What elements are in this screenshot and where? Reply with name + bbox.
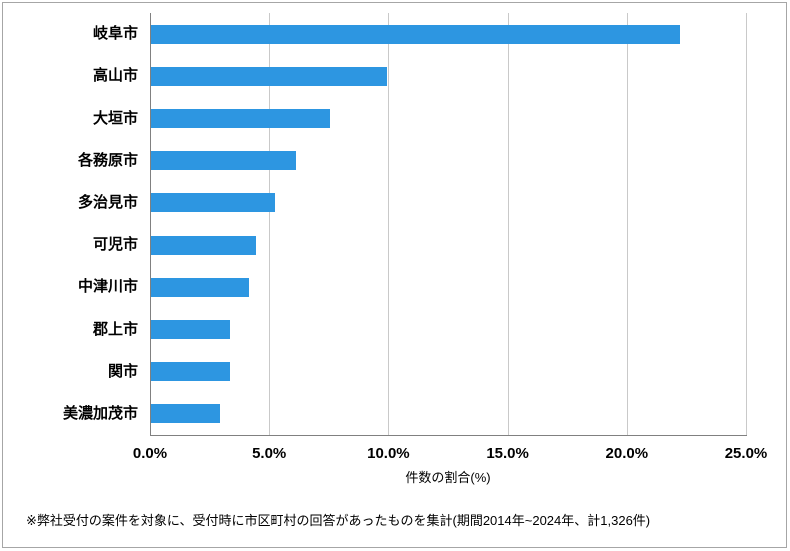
x-tick-label: 5.0% <box>252 445 287 462</box>
bar <box>151 66 388 86</box>
category-label: 中津川市 <box>77 278 138 296</box>
category-label: 高山市 <box>92 67 138 85</box>
category-label: 多治見市 <box>77 193 138 211</box>
x-tick-label: 10.0% <box>367 445 410 462</box>
category-label: 各務原市 <box>77 151 138 169</box>
x-tick-label: 15.0% <box>486 445 529 462</box>
bar <box>151 404 221 424</box>
gridline <box>507 13 509 435</box>
gridline <box>746 13 747 435</box>
bar <box>151 362 230 382</box>
category-label: 美濃加茂市 <box>62 404 138 422</box>
source-footnote: ※弊社受付の案件を対象に、受付時に市区町村の回答があったものを集計(期間2014… <box>26 513 651 528</box>
category-label: 郡上市 <box>92 320 138 338</box>
bar <box>151 24 681 44</box>
bar <box>151 151 297 171</box>
x-tick-label: 25.0% <box>724 445 768 462</box>
bar <box>151 277 249 297</box>
category-label: 大垣市 <box>92 109 138 127</box>
bar <box>151 235 256 255</box>
bar <box>151 193 275 213</box>
category-label: 可児市 <box>92 236 138 254</box>
gridline <box>626 13 628 435</box>
x-axis-line <box>150 435 747 436</box>
category-label: 岐阜市 <box>92 25 138 43</box>
x-tick-label: 20.0% <box>605 445 649 462</box>
bar <box>151 109 330 128</box>
bar <box>151 320 230 339</box>
gridline <box>269 13 271 435</box>
category-label: 関市 <box>107 362 138 380</box>
x-tick-label: 0.0% <box>132 445 168 462</box>
x-axis-title: 件数の割合(%) <box>405 470 491 485</box>
y-axis-line <box>150 13 151 435</box>
gridline <box>388 13 390 435</box>
